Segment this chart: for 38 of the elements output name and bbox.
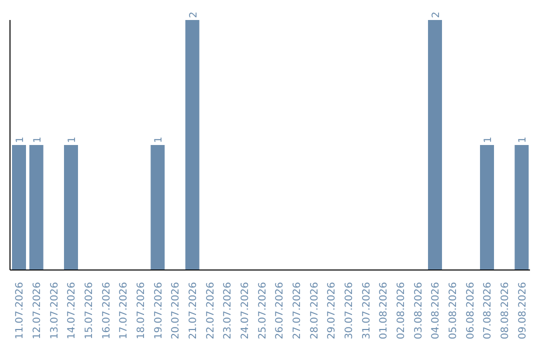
data-label: 1 bbox=[32, 136, 44, 143]
x-tick-label: 24.07.2026 bbox=[240, 282, 251, 340]
x-tick-label: 01.08.2026 bbox=[378, 282, 390, 340]
x-tick-label: 31.07.2026 bbox=[361, 282, 372, 340]
x-tick-label: 07.08.2026 bbox=[482, 282, 494, 340]
x-tick-label: 09.08.2026 bbox=[517, 282, 528, 340]
x-tick-label: 26.07.2026 bbox=[274, 282, 286, 340]
x-tick-label: 08.08.2026 bbox=[500, 282, 511, 340]
x-tick-label: 19.07.2026 bbox=[153, 282, 164, 340]
x-tick-label: 05.08.2026 bbox=[448, 282, 459, 340]
x-tick-label: 30.07.2026 bbox=[344, 282, 355, 340]
data-label: 2 bbox=[431, 12, 442, 18]
x-tick-label: 16.07.2026 bbox=[101, 282, 112, 340]
x-tick-label: 28.07.2026 bbox=[309, 282, 320, 340]
x-tick-label: 27.07.2026 bbox=[292, 282, 303, 340]
data-label: 1 bbox=[67, 136, 78, 143]
data-label: 1 bbox=[483, 136, 494, 143]
x-tick-label: 25.07.2026 bbox=[257, 282, 268, 340]
x-tick-label: 06.08.2026 bbox=[465, 282, 476, 340]
x-tick-label: 12.07.2026 bbox=[32, 282, 43, 340]
x-tick-label: 11.07.2026 bbox=[14, 282, 26, 340]
x-tick-label: 29.07.2026 bbox=[326, 282, 338, 340]
data-label: 1 bbox=[154, 136, 165, 143]
x-tick-label: 21.07.2026 bbox=[188, 282, 199, 340]
x-tick-label: 03.08.2026 bbox=[413, 282, 424, 340]
data-label: 1 bbox=[518, 136, 529, 143]
x-tick-label: 04.08.2026 bbox=[430, 282, 442, 340]
x-tick-label: 18.07.2026 bbox=[136, 282, 147, 340]
x-tick-label: 13.07.2026 bbox=[49, 282, 60, 340]
x-tick-label: 15.07.2026 bbox=[84, 282, 95, 340]
x-tick-label: 20.07.2026 bbox=[170, 282, 182, 340]
x-tick-label: 22.07.2026 bbox=[205, 282, 216, 340]
data-label: 2 bbox=[188, 12, 200, 18]
x-tick-label: 02.08.2026 bbox=[396, 282, 407, 340]
x-tick-label: 17.07.2026 bbox=[118, 282, 130, 340]
x-tick-label: 23.07.2026 bbox=[222, 282, 234, 340]
data-label: 1 bbox=[15, 136, 26, 143]
x-tick-label: 14.07.2026 bbox=[66, 282, 78, 340]
